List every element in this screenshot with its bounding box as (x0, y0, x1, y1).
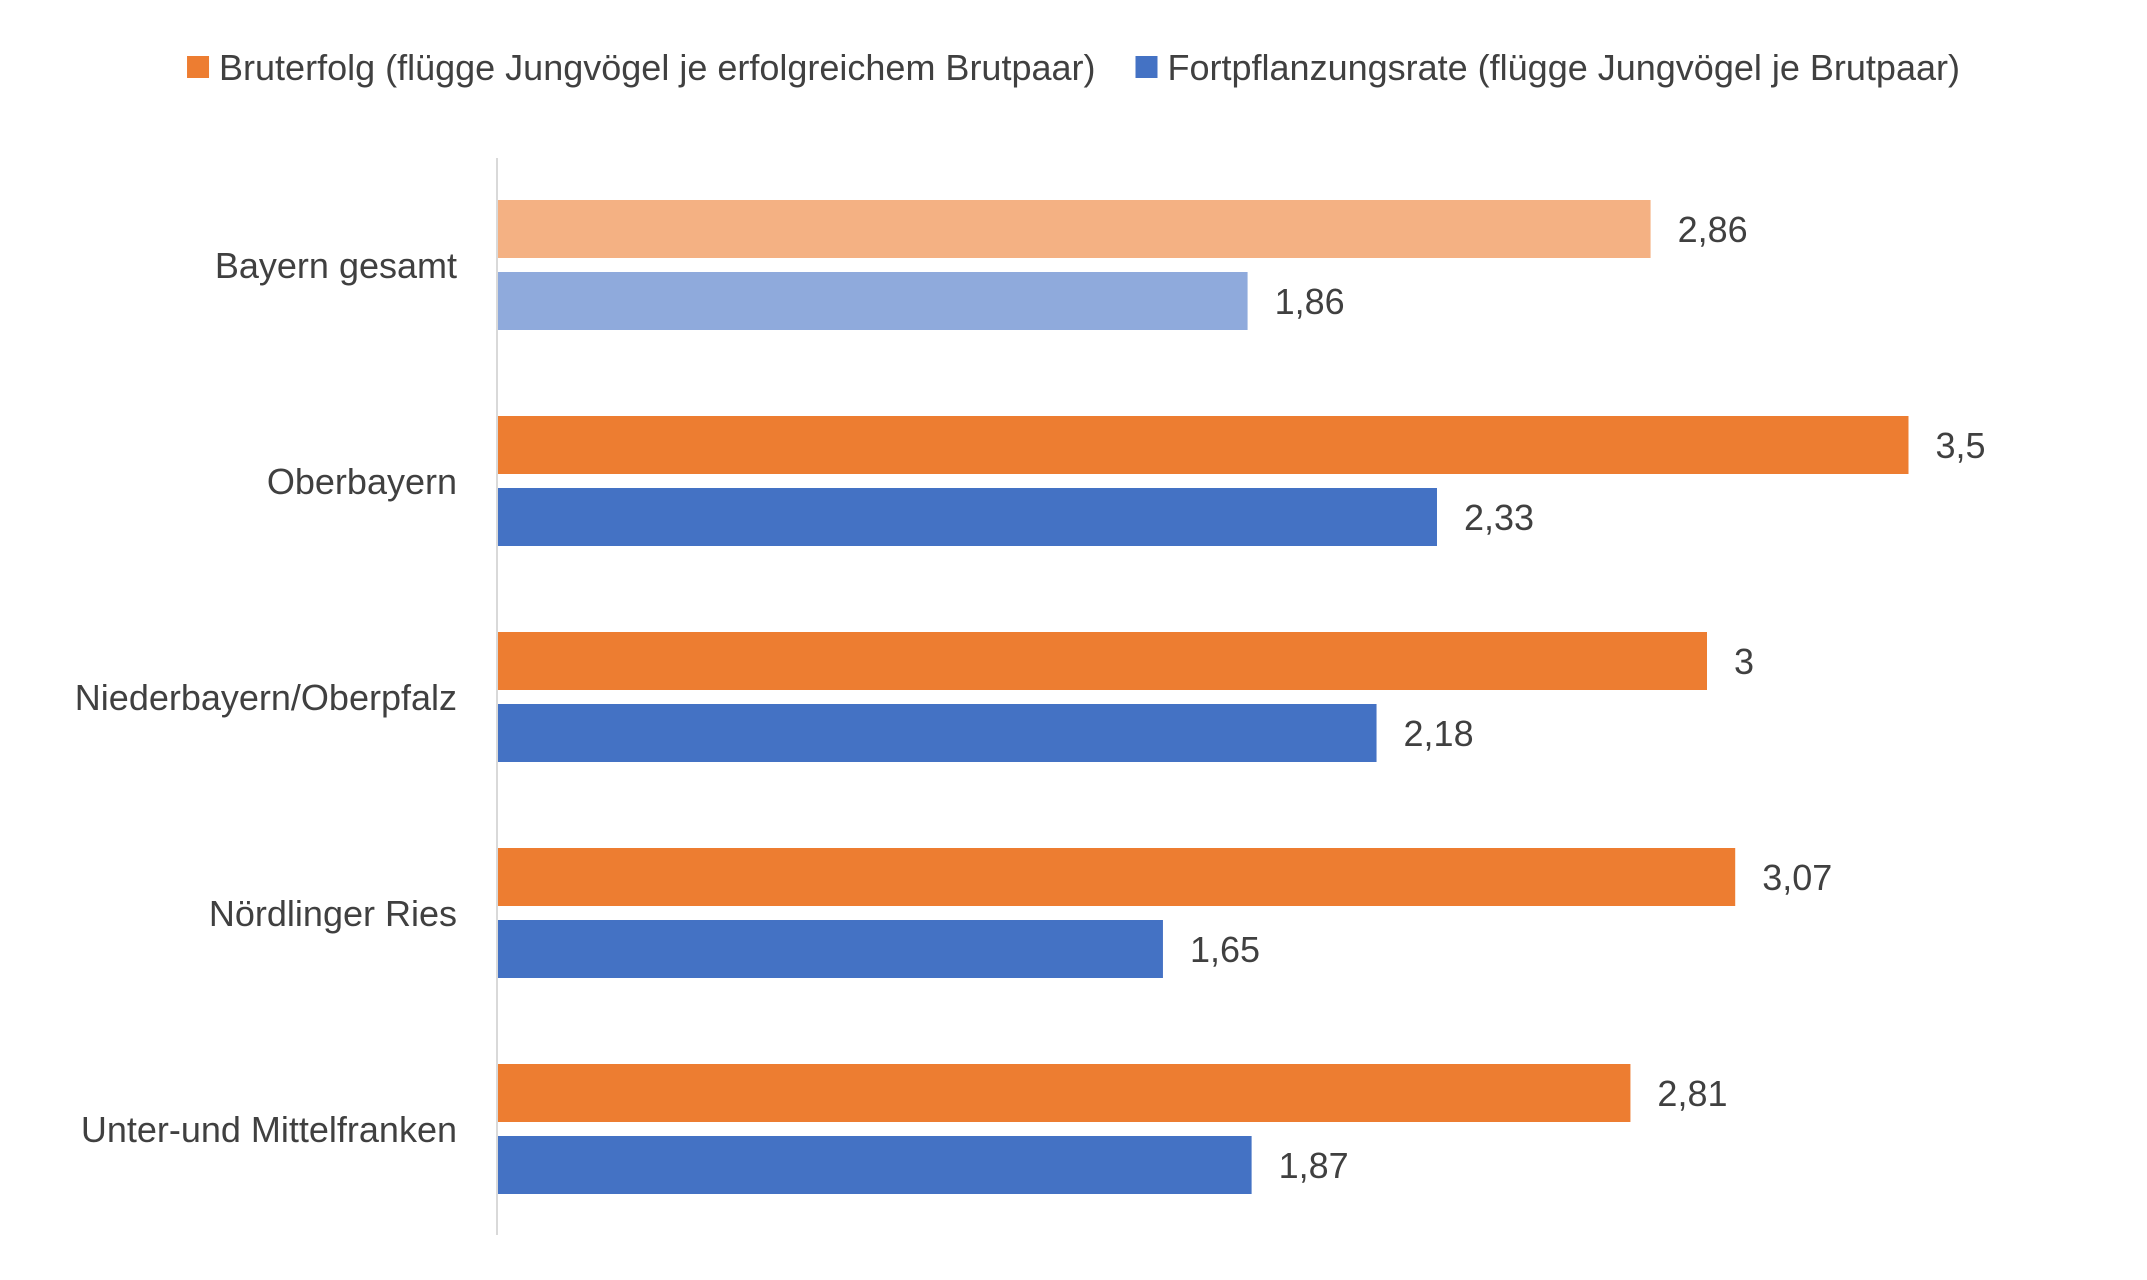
category-label-2: Niederbayern/Oberpfalz (75, 677, 457, 718)
bar-fortpflanzungsrate-1 (498, 488, 1437, 546)
legend-label-0: Bruterfolg (flügge Jungvögel je erfolgre… (219, 47, 1095, 88)
legend-swatch-0 (187, 56, 210, 78)
data-label-1-4: 1,87 (1279, 1145, 1349, 1186)
bar-bruterfolg-0 (498, 200, 1651, 258)
bar-fortpflanzungsrate-0 (498, 272, 1248, 330)
bar-bruterfolg-2 (498, 632, 1707, 690)
data-label-0-3: 3,07 (1762, 857, 1832, 898)
data-label-0-1: 3,5 (1936, 425, 1986, 466)
category-label-1: Oberbayern (267, 461, 457, 502)
bar-bruterfolg-4 (498, 1064, 1631, 1122)
data-label-0-2: 3 (1734, 641, 1754, 682)
data-label-1-3: 1,65 (1190, 929, 1260, 970)
data-label-1-2: 2,18 (1404, 713, 1474, 754)
category-label-3: Nördlinger Ries (209, 893, 457, 934)
legend-swatch-1 (1135, 56, 1158, 78)
data-label-1-1: 2,33 (1464, 497, 1534, 538)
bar-fortpflanzungsrate-4 (498, 1136, 1252, 1194)
bar-bruterfolg-3 (498, 848, 1736, 906)
data-labels: 2,86 1,86 3,5 2,33 3 2,18 3,07 1,65 2,81 1,87 (1190, 209, 1986, 1186)
legend: Bruterfolg (flügge Jungvögel je erfolgre… (187, 47, 1960, 88)
data-label-0-0: 2,86 (1678, 209, 1748, 250)
data-label-0-4: 2,81 (1657, 1073, 1727, 1114)
data-label-1-0: 1,86 (1275, 281, 1345, 322)
category-label-4: Unter-und Mittelfranken (81, 1109, 457, 1150)
category-labels: Bayern gesamt Oberbayern Niederbayern/Ober… (75, 245, 457, 1150)
category-label-0: Bayern gesamt (215, 245, 457, 286)
bar-fortpflanzungsrate-3 (498, 920, 1163, 978)
legend-label-1: Fortpflanzungsrate (flügge Jungvögel je … (1168, 47, 1960, 88)
bar-bruterfolg-1 (498, 416, 1909, 474)
bar-fortpflanzungsrate-2 (498, 704, 1377, 762)
bars (498, 200, 1909, 1194)
